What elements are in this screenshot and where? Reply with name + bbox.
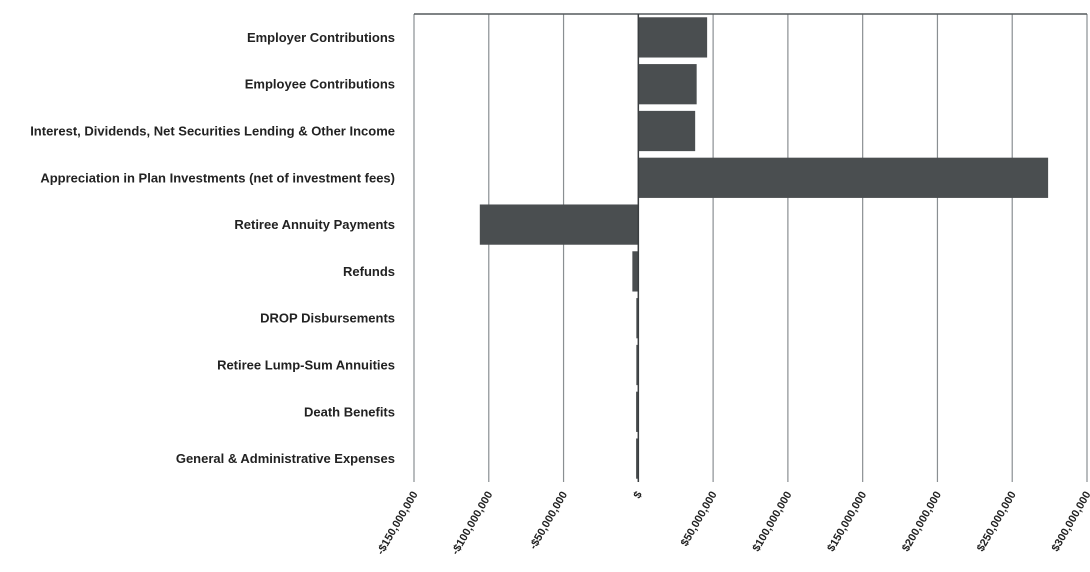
bar xyxy=(638,17,708,58)
category-label: Death Benefits xyxy=(304,404,395,419)
bars xyxy=(479,17,1049,479)
bar xyxy=(636,344,639,386)
x-tick-label: -$100,000,000 xyxy=(450,490,496,557)
category-label: Appreciation in Plan Investments (net of… xyxy=(40,170,395,185)
category-label: Interest, Dividends, Net Securities Lend… xyxy=(30,124,395,139)
bar xyxy=(638,64,697,105)
category-label: Refunds xyxy=(343,264,395,279)
x-tick-label: $50,000,000 xyxy=(679,490,720,549)
category-label: DROP Disbursements xyxy=(260,311,395,326)
x-tick-label: -$50,000,000 xyxy=(527,490,570,552)
category-labels: Employer Contributions Employee Contribut… xyxy=(30,30,395,466)
bar xyxy=(479,204,639,245)
category-label: Employer Contributions xyxy=(247,30,395,45)
x-tick-label: $300,000,000 xyxy=(1050,490,1090,554)
tick-labels: -$150,000,000 -$100,000,000 -$50,000,000 $ $… xyxy=(375,489,1090,556)
x-tick-label: $ xyxy=(631,490,644,501)
x-tick-label: $250,000,000 xyxy=(975,489,1019,553)
gridlines xyxy=(413,14,1088,482)
category-label: Retiree Lump-Sum Annuities xyxy=(217,358,395,373)
x-tick-label: $150,000,000 xyxy=(825,490,869,554)
x-tick-label: $100,000,000 xyxy=(750,490,794,554)
bar xyxy=(636,298,639,339)
bar xyxy=(638,157,1049,198)
x-tick-label: $200,000,000 xyxy=(900,490,944,554)
category-label: Employee Contributions xyxy=(245,77,395,92)
category-label: Retiree Annuity Payments xyxy=(234,217,395,232)
bar xyxy=(636,438,639,479)
bar xyxy=(638,110,696,152)
x-tick-label: -$150,000,000 xyxy=(375,490,421,557)
axes xyxy=(414,13,1087,482)
bar xyxy=(632,251,639,292)
bar xyxy=(636,391,639,432)
category-label: General & Administrative Expenses xyxy=(176,451,395,466)
